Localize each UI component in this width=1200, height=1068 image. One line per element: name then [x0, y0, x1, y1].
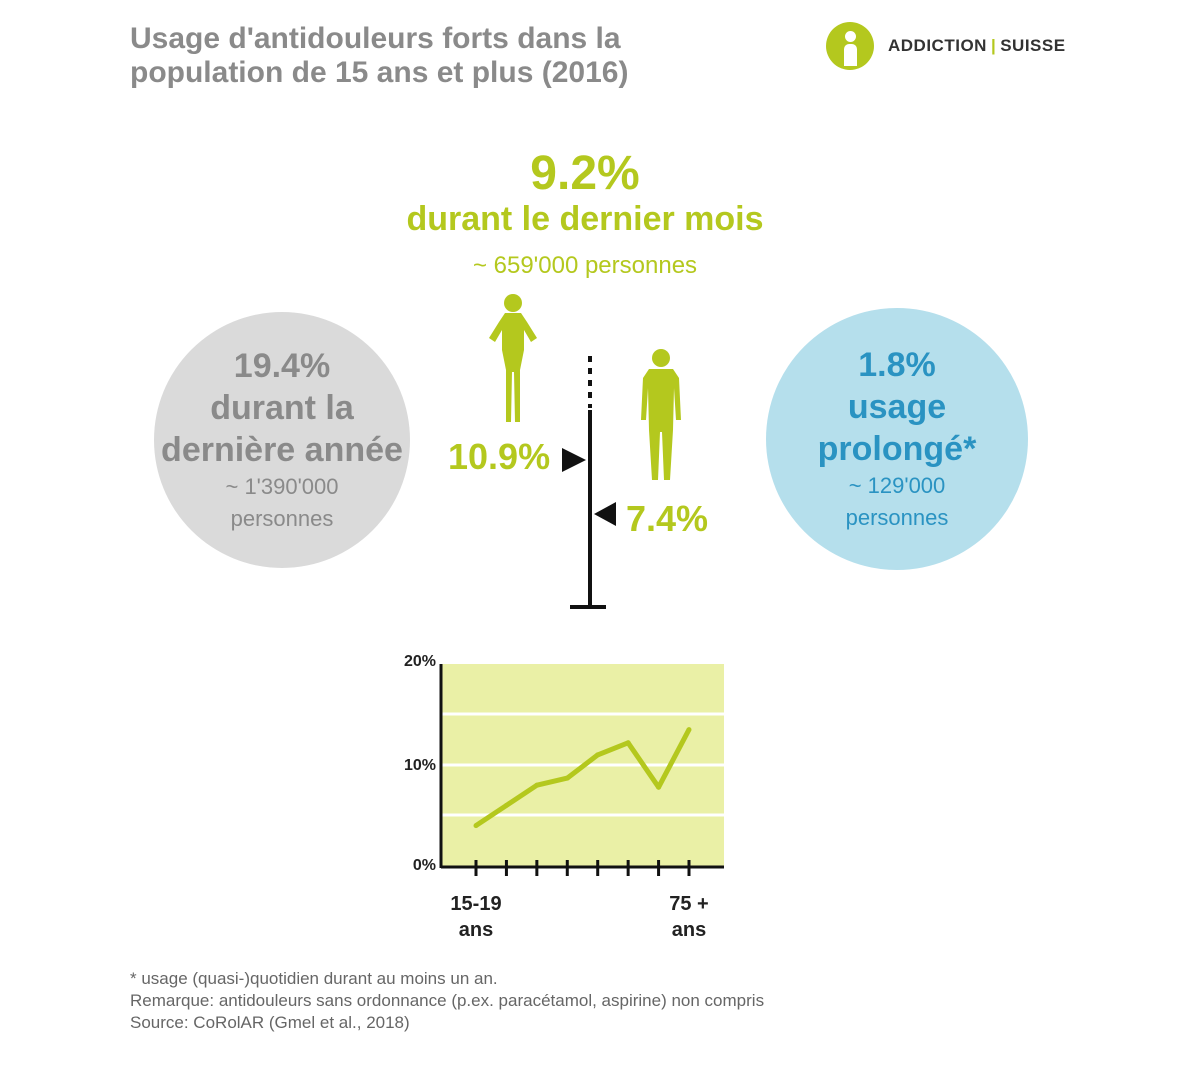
- ytick-0: 0%: [413, 857, 436, 874]
- data-point: [473, 823, 479, 829]
- data-point: [686, 727, 692, 733]
- xtick-last-line2: ans: [672, 919, 706, 941]
- woman-icon: [489, 294, 537, 422]
- logo-text-left: ADDICTION: [888, 36, 987, 55]
- year-stat-circle: 19.4% durant la dernière année ~ 1'390'0…: [154, 312, 410, 568]
- male-marker-arrow: [594, 502, 616, 526]
- data-point: [625, 740, 631, 746]
- logo-separator: |: [990, 36, 997, 55]
- male-percent: 7.4%: [626, 498, 709, 539]
- data-point: [503, 802, 509, 808]
- xtick-first-line2: ans: [459, 919, 493, 941]
- prolonged-people-line1: ~ 129'000: [848, 473, 946, 498]
- month-label: durant le dernier mois: [406, 200, 764, 238]
- footnote-definition: * usage (quasi-)quotidien durant au moin…: [130, 969, 498, 988]
- prolonged-stat-circle: 1.8% usage prolongé* ~ 129'000 personnes: [766, 308, 1028, 570]
- prolonged-label-line1: usage: [847, 388, 947, 426]
- year-label-line1: durant la: [210, 389, 354, 427]
- month-people: ~ 659'000 personnes: [472, 252, 698, 279]
- year-percent: 19.4%: [233, 347, 331, 385]
- data-point: [534, 782, 540, 788]
- month-percent: 9.2%: [530, 147, 640, 200]
- prolonged-percent: 1.8%: [858, 346, 936, 384]
- logo-text-right: SUISSE: [1000, 36, 1066, 55]
- ytick-10: 10%: [404, 757, 436, 774]
- man-icon: [641, 349, 681, 480]
- footnotes: * usage (quasi-)quotidien durant au moin…: [130, 968, 1090, 1034]
- prolonged-label-line2: prolongé*: [817, 430, 977, 468]
- year-label-line2: dernière année: [161, 431, 403, 469]
- logo-icon: [826, 22, 874, 70]
- xtick-first-line1: 15-19: [450, 893, 501, 915]
- title-line-1: Usage d'antidouleurs forts dans la: [130, 22, 621, 55]
- female-percent: 10.9%: [448, 436, 551, 477]
- data-point: [595, 752, 601, 758]
- prolonged-people-line2: personnes: [845, 505, 949, 530]
- footnote-remark: Remarque: antidouleurs sans ordonnance (…: [130, 991, 765, 1010]
- year-people-line1: ~ 1'390'000: [225, 474, 339, 499]
- series-line: [474, 728, 692, 828]
- chart-title: Usage d'antidouleurs forts dans la popul…: [130, 22, 750, 90]
- year-people-line2: personnes: [230, 506, 334, 531]
- ytick-20: 20%: [404, 653, 436, 670]
- title-line-2: population de 15 ans et plus (2016): [130, 56, 629, 89]
- addiction-suisse-logo: ADDICTION | SUISSE: [826, 22, 1086, 74]
- xtick-last-line1: 75 +: [669, 893, 708, 915]
- footnote-source: Source: CoRolAR (Gmel et al., 2018): [130, 1013, 410, 1032]
- data-point: [564, 775, 570, 781]
- female-marker-arrow: [562, 448, 586, 472]
- data-point: [656, 784, 662, 790]
